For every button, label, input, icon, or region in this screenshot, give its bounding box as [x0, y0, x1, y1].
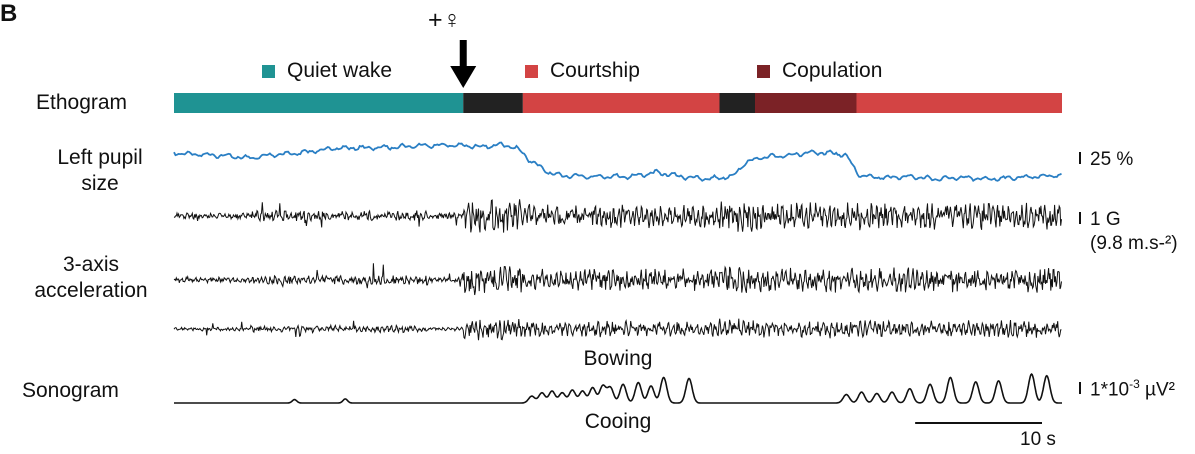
sonogram-trace	[174, 373, 1062, 404]
acceleration-label-line2: acceleration	[34, 279, 148, 303]
acceleration-label: 3-axis acceleration	[26, 252, 156, 305]
female-marker: +♀	[428, 6, 462, 34]
ethogram-segment-0	[174, 93, 464, 113]
sonogram-label: Sonogram	[22, 379, 119, 402]
ethogram-label: Ethogram	[36, 91, 128, 114]
acceleration-label-line1: 3-axis	[62, 253, 120, 276]
pupil-label-line2: size	[81, 172, 119, 196]
pupil-trace	[173, 141, 1062, 182]
time-scale-label: 10 s	[1020, 429, 1056, 450]
ethogram-segment-1	[463, 93, 523, 113]
bowing-annotation: Bowing	[583, 347, 653, 370]
panel-label: B	[0, 0, 18, 27]
acceleration-trace-3	[173, 318, 1062, 341]
ethogram-segment-4	[755, 93, 857, 113]
pupil-scale-label: 25 %	[1090, 149, 1134, 170]
legend-swatch-copulation	[757, 65, 770, 78]
legend-courtship-label: Courtship	[550, 59, 640, 82]
sonogram-scale-main: 1*10	[1090, 379, 1130, 401]
acceleration-scale-note: (9.8 m.s-²)	[1090, 233, 1178, 254]
legend-copulation-label: Copulation	[782, 59, 883, 82]
female-arrow-head	[450, 66, 477, 88]
acceleration-trace-2	[173, 263, 1062, 296]
sonogram-scale-exp: -3	[1129, 377, 1140, 391]
cooing-annotation: Cooing	[584, 410, 652, 433]
legend-swatch-courtship	[525, 65, 538, 78]
sonogram-scale-label: 1*10-3 µV²	[1090, 378, 1175, 399]
ethogram-segment-3	[719, 93, 756, 113]
ethogram-segment-2	[522, 93, 720, 113]
pupil-label-line1: Left pupil	[57, 146, 143, 169]
pupil-label: Left pupil size	[40, 145, 160, 198]
legend-swatch-quiet-wake	[262, 65, 275, 78]
ethogram-segment-5	[856, 93, 1062, 113]
sonogram-scale-unit: µV²	[1139, 379, 1176, 401]
acceleration-trace-1	[173, 199, 1062, 233]
legend-quiet-wake-label: Quiet wake	[287, 59, 393, 82]
acceleration-scale-label: 1 G	[1090, 209, 1121, 230]
